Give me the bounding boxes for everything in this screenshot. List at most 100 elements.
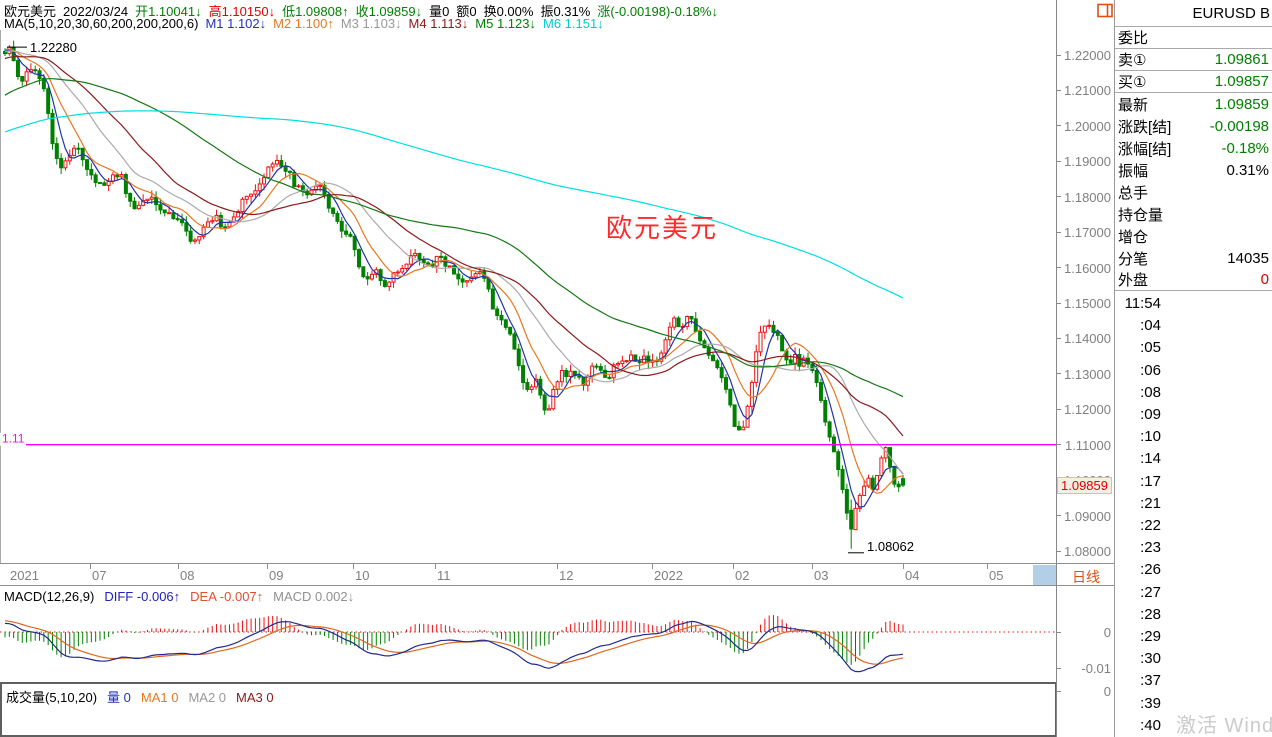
price-axis: 1.22000 1.21000 1.20000 1.19000 1.18000 1.170… <box>1056 0 1114 737</box>
y-label-1.19000: 1.19000 <box>1064 154 1111 170</box>
y-label-1.18000: 1.18000 <box>1064 189 1111 205</box>
volume-field-1: 量 0 <box>107 690 131 705</box>
quote-label: 涨跌[结] <box>1118 118 1172 136</box>
tick-time: :14 <box>1140 450 1161 468</box>
y-label-1.17000: 1.17000 <box>1064 225 1111 241</box>
quote-row-7[interactable]: 总手 <box>1115 181 1272 203</box>
x-tick <box>903 564 904 569</box>
y-tick <box>1057 515 1061 517</box>
y-label-1.16000: 1.16000 <box>1064 260 1111 276</box>
quote-row-5[interactable]: 涨幅[结] -0.18% <box>1115 137 1272 159</box>
tick-time: :10 <box>1140 428 1161 446</box>
volume-field-3: MA2 0 <box>188 690 227 705</box>
quote-row-6[interactable]: 振幅 0.31% <box>1115 159 1272 181</box>
tick-time: :27 <box>1140 583 1161 601</box>
header-field-7: 额0 <box>456 4 477 19</box>
macd-field-0: MACD(12,26,9) <box>4 589 95 604</box>
macd-field-2: DEA -0.007↑ <box>190 589 264 604</box>
quote-row-4[interactable]: 涨跌[结] -0.00198 <box>1115 115 1272 137</box>
tick-time: :09 <box>1140 406 1161 424</box>
x-label-11: 11 <box>437 568 451 583</box>
candlestick-chart[interactable]: 1.11 欧元美元 1.22280 1.08062 <box>0 30 1057 563</box>
x-tick <box>652 564 653 569</box>
x-label-2021: 2021 <box>10 568 39 583</box>
tick-time: :04 <box>1140 317 1161 335</box>
volume-field-2: MA1 0 <box>140 690 179 705</box>
panel-layout-icon[interactable] <box>1097 3 1114 18</box>
y-tick <box>1057 408 1061 410</box>
y-tick <box>1057 550 1061 552</box>
quote-label: 持仓量 <box>1118 206 1164 224</box>
y-label-1.15000: 1.15000 <box>1064 296 1111 311</box>
tick-time: :23 <box>1140 539 1161 557</box>
quote-row-0[interactable]: 委比 <box>1115 27 1272 49</box>
quote-row-3[interactable]: 最新 1.09859 <box>1115 93 1272 115</box>
y-tick <box>1057 54 1061 56</box>
quote-row-11[interactable]: 外盘 0 <box>1115 269 1272 291</box>
quote-panel: EURUSD B 委比 卖① 1.09861 买① 1.09857 最新 1.09859 涨跌… <box>1114 0 1272 737</box>
y-tick <box>1057 337 1061 339</box>
quote-label: 总手 <box>1118 184 1149 202</box>
quote-value: 0 <box>1260 271 1269 288</box>
y-label-1.22000: 1.22000 <box>1064 48 1111 63</box>
tick-time: :37 <box>1140 672 1161 690</box>
macd-field-1: DIFF -0.006↑ <box>104 589 181 604</box>
quote-label: 分笔 <box>1118 250 1149 268</box>
tick-time: 11:54 <box>1124 295 1161 312</box>
quote-row-10[interactable]: 分笔 14035 <box>1115 247 1272 269</box>
sub-axis-label: 0 <box>1103 684 1111 699</box>
header-field-0: 欧元美元 <box>4 4 57 19</box>
ma-legend-0: MA(5,10,20,30,60,200,200,200,6) <box>4 16 199 31</box>
quote-label: 最新 <box>1118 96 1149 114</box>
y-label-1.14000: 1.14000 <box>1064 331 1111 347</box>
high-annotation: 1.22280 <box>30 40 77 55</box>
quote-label: 买① <box>1118 74 1147 91</box>
quote-label: 增仓 <box>1118 228 1149 246</box>
x-label-2022: 2022 <box>654 568 683 583</box>
macd-panel[interactable]: MACD(12,26,9) DIFF -0.006↑ DEA -0.007↑ MACD… <box>0 587 1057 682</box>
volume-panel[interactable]: 成交量(5,10,20) 量 0 MA1 0 MA2 0 MA3 0 <box>0 682 1057 737</box>
x-tick <box>987 564 988 569</box>
y-tick <box>1057 302 1061 304</box>
y-label-1.09000: 1.09000 <box>1064 508 1111 524</box>
ma-legend-5: M5 1.123↓ <box>475 16 536 31</box>
tick-time: :06 <box>1140 361 1161 379</box>
x-label-03: 03 <box>814 568 829 583</box>
x-axis-strip: 日线 2021 07 08 09 10 11 12 2022 02 03 04 05 <box>0 563 1114 586</box>
header-field-3: 高1.10150↓ <box>208 4 276 19</box>
tick-time: :30 <box>1140 650 1161 668</box>
y-tick <box>1057 89 1061 91</box>
ma-5-line <box>4 49 904 508</box>
price-alert-label: 1.11 <box>2 432 25 446</box>
quote-rows: 委比 卖① 1.09861 买① 1.09857 最新 1.09859 涨跌[结] -0.001… <box>1115 27 1272 291</box>
ma-30-line <box>4 55 904 437</box>
period-selector[interactable]: 日线 <box>1072 569 1100 585</box>
quote-row-2[interactable]: 买① 1.09857 <box>1115 71 1272 93</box>
quote-value: 1.09857 <box>1214 73 1269 90</box>
macd-header: MACD(12,26,9) DIFF -0.006↑ DEA -0.007↑ MACD… <box>4 589 364 604</box>
quote-row-1[interactable]: 卖① 1.09861 <box>1115 49 1272 71</box>
scrollbar-thumb[interactable] <box>1033 565 1056 585</box>
volume-field-4: MA3 0 <box>236 690 274 705</box>
tick-time: :05 <box>1140 339 1161 357</box>
quote-value: 0.31% <box>1226 161 1269 179</box>
y-tick <box>1057 267 1061 269</box>
current-price-tag: 1.09859 <box>1057 477 1112 494</box>
header-field-10: 涨(-0.00198)-0.18%↓ <box>597 4 718 19</box>
x-tick <box>353 564 354 569</box>
y-label-1.13000: 1.13000 <box>1064 366 1111 382</box>
tick-time: :26 <box>1140 561 1161 579</box>
axis-divider <box>1056 564 1057 586</box>
quote-row-8[interactable]: 持仓量 <box>1115 203 1272 225</box>
volume-header: 成交量(5,10,20) 量 0 MA1 0 MA2 0 MA3 0 <box>6 687 284 706</box>
header-field-8: 换0.00% <box>483 4 534 19</box>
x-tick <box>733 564 734 569</box>
x-label-02: 02 <box>735 568 750 583</box>
dea-line <box>4 620 904 665</box>
quote-row-9[interactable]: 增仓 <box>1115 225 1272 247</box>
candles <box>3 40 905 549</box>
header-field-5: 收1.09859↓ <box>355 4 423 19</box>
ma-legend-3: M3 1.103↓ <box>340 16 402 31</box>
macd-chart <box>0 615 1057 673</box>
